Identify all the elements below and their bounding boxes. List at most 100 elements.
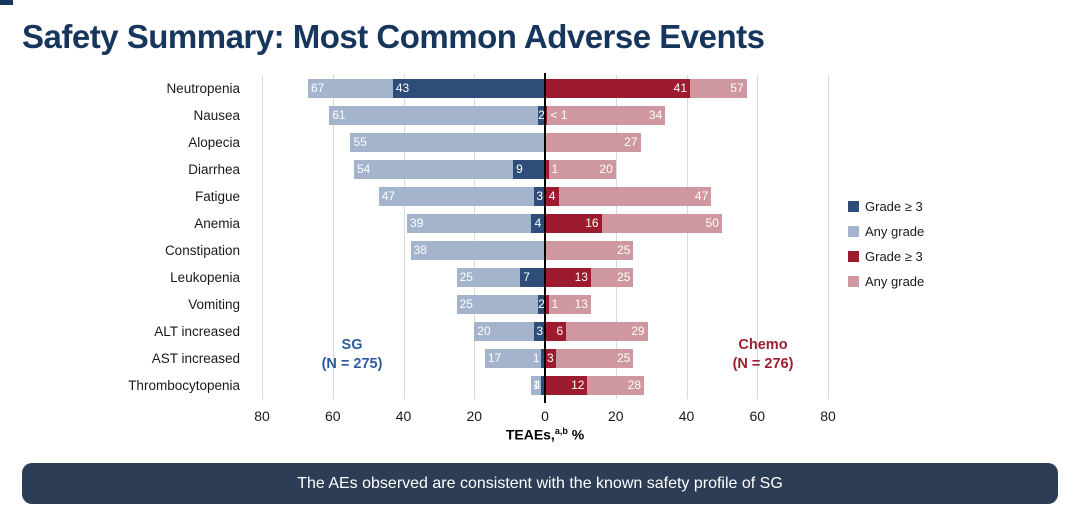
- takeaway-banner-text: The AEs observed are consistent with the…: [297, 474, 783, 492]
- chart-row: 20 3 29 6: [262, 318, 828, 345]
- gridline: [262, 75, 263, 399]
- sg-any-grade-value: 20: [477, 324, 491, 338]
- legend-item: Any grade: [848, 269, 924, 294]
- chemo-grade3-value: 6: [556, 324, 564, 338]
- sg-side: 47 3: [262, 187, 545, 206]
- chemo-any-grade-value: 13: [574, 297, 588, 311]
- gridline: [757, 75, 759, 399]
- chart-row: 67 43 57 41: [262, 75, 828, 102]
- sg-any-grade-bar: [456, 295, 545, 314]
- chemo-group-label: Chemo (N = 276): [733, 336, 794, 374]
- takeaway-banner: The AEs observed are consistent with the…: [22, 463, 1058, 504]
- sg-any-grade-value: 39: [410, 216, 424, 230]
- category-label: Anemia: [194, 216, 240, 231]
- category-label: Thrombocytopenia: [128, 378, 240, 393]
- x-axis-tick: 20: [466, 408, 483, 424]
- sg-any-grade-bar: [484, 349, 545, 368]
- legend-item: Any grade: [848, 219, 924, 244]
- chemo-any-grade-bar: [545, 295, 591, 314]
- chart-row: 25 7 25 13: [262, 264, 828, 291]
- sg-side: 25 2: [262, 295, 545, 314]
- category-label: Nausea: [193, 108, 240, 123]
- category-label: ALT increased: [154, 324, 240, 339]
- sg-side: 25 7: [262, 268, 545, 287]
- sg-any-grade-bar: [407, 214, 545, 233]
- x-axis-tick: 80: [254, 408, 270, 424]
- sg-grade3-bar: [541, 376, 545, 395]
- chart-row: 38 25: [262, 237, 828, 264]
- chart-row: 4 1 28 12: [262, 372, 828, 399]
- category-label: Alopecia: [188, 135, 240, 150]
- chart-row: 39 4 50 16: [262, 210, 828, 237]
- chemo-any-grade-bar: [545, 187, 712, 206]
- sg-grade3-bar: [541, 349, 545, 368]
- chart-row: 25 2 13 1: [262, 291, 828, 318]
- sg-grade3-bar: [537, 295, 545, 314]
- legend: Grade ≥ 3 Any grade Grade ≥ 3 Any grade: [848, 194, 924, 294]
- chemo-any-grade-bar: [545, 322, 648, 341]
- zero-axis-line: [544, 73, 546, 403]
- sg-side: 20 3: [262, 322, 545, 341]
- sg-any-grade-bar: [378, 187, 545, 206]
- sg-grade3-value: 3: [536, 324, 544, 338]
- sg-grade3-value: 1: [532, 351, 540, 365]
- page-title: Safety Summary: Most Common Adverse Even…: [22, 18, 765, 55]
- x-axis-tick: 40: [678, 408, 695, 424]
- sg-any-grade-bar: [530, 376, 545, 395]
- legend-label: Grade ≥ 3: [865, 199, 923, 214]
- adverse-events-butterfly-chart: Neutropenia Nausea Alopecia Diarrhea Fatigue…: [0, 73, 1080, 443]
- sg-grade3-value: 2: [538, 108, 545, 122]
- legend-swatch-icon: [848, 251, 859, 262]
- sg-grade3-bar: [392, 79, 545, 98]
- sg-any-grade-bar: [474, 322, 545, 341]
- sg-grade3-value: 3: [536, 189, 544, 203]
- sg-side: 39 4: [262, 214, 545, 233]
- sg-grade3-bar: [534, 322, 545, 341]
- sg-side: 17 1: [262, 349, 545, 368]
- chemo-grade3-bar: [545, 349, 556, 368]
- legend-label: Grade ≥ 3: [865, 249, 923, 264]
- chemo-any-grade-value: 50: [705, 216, 719, 230]
- chemo-grade3-value: 13: [574, 270, 588, 284]
- gridline: [615, 75, 617, 399]
- chemo-grade3-bar: [545, 268, 591, 287]
- sg-any-grade-value: 25: [459, 270, 473, 284]
- x-axis-title-superscript: a,b: [554, 426, 568, 436]
- gridline: [828, 75, 829, 399]
- chemo-any-grade-value: 47: [694, 189, 709, 203]
- chemo-side: 28 12: [545, 376, 828, 395]
- chemo-any-grade-bar: [545, 160, 616, 179]
- chemo-any-grade-value: 29: [631, 324, 645, 338]
- chemo-any-grade-bar: [545, 241, 634, 260]
- sg-any-grade-bar: [329, 106, 545, 125]
- chemo-grade3-bar: [545, 322, 567, 341]
- chemo-any-grade-bar: [545, 106, 666, 125]
- chemo-grade3-value: 3: [546, 351, 554, 365]
- chemo-grade3-bar: [545, 187, 560, 206]
- chemo-grade3-value: 1: [551, 297, 559, 311]
- sg-grade3-bar: [513, 160, 545, 179]
- chemo-any-grade-value: 25: [617, 243, 631, 257]
- slide-corner-mark: [0, 0, 13, 5]
- sg-any-grade-value: 55: [353, 135, 367, 149]
- chemo-any-grade-value: 25: [617, 270, 631, 284]
- chemo-side: 47 4: [545, 187, 828, 206]
- sg-any-grade-bar: [410, 241, 545, 260]
- x-axis-title: TEAEs,a,b %: [506, 426, 584, 443]
- category-label: Vomiting: [188, 297, 240, 312]
- sg-side: 61 2: [262, 106, 545, 125]
- sg-grade3-value: 7: [523, 270, 530, 284]
- legend-label: Any grade: [865, 274, 925, 289]
- chemo-any-grade-value: 34: [648, 108, 663, 122]
- sg-grade3-value: 1: [532, 378, 540, 392]
- chart-row: 61 2 34 < 1: [262, 102, 828, 129]
- x-axis-tick: 20: [607, 408, 624, 424]
- chemo-any-grade-value: 25: [617, 351, 631, 365]
- chemo-grade3-bar: [545, 106, 548, 125]
- x-axis-tick-labels: 80 60 40 20 0 20 40 60 80: [0, 408, 1080, 426]
- sg-any-grade-bar: [353, 160, 545, 179]
- sg-any-grade-value: 17: [487, 351, 502, 365]
- gridline: [403, 75, 405, 399]
- chemo-side: 34 < 1: [545, 106, 828, 125]
